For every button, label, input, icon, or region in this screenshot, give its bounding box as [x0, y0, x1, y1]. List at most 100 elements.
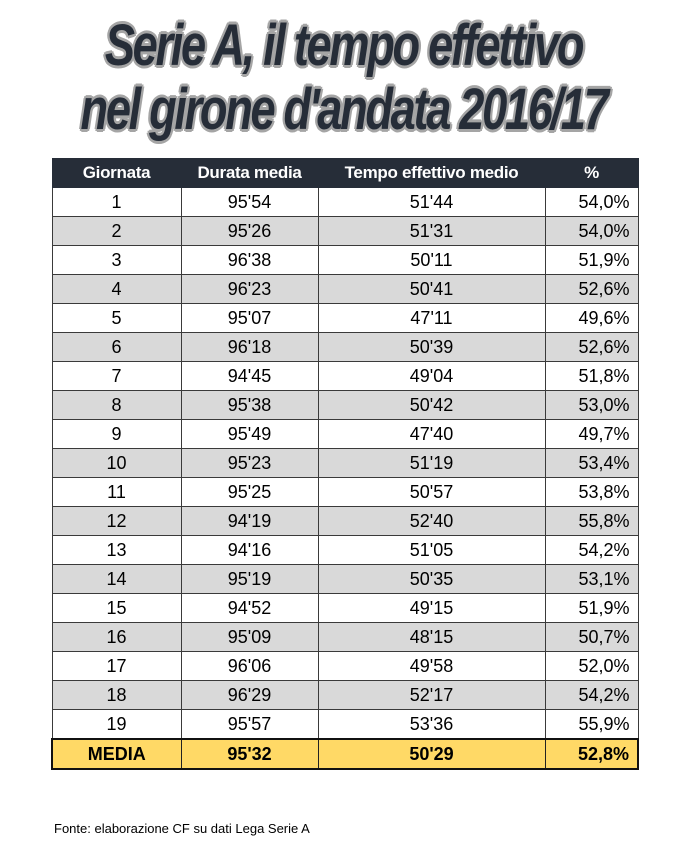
cell-durata: 95'26: [180, 216, 319, 246]
cell-effettivo: 49'15: [317, 593, 546, 623]
cell-effettivo: 51'05: [317, 535, 546, 565]
cell-percent: 54,0%: [544, 187, 639, 217]
cell-durata: 96'06: [180, 651, 319, 681]
cell-giornata: 14: [51, 564, 182, 594]
table-row: 5 95'07 47'11 49,6%: [51, 303, 639, 333]
cell-giornata: 15: [51, 593, 182, 623]
cell-effettivo: 47'11: [317, 303, 546, 333]
total-durata: 95'32: [180, 738, 319, 770]
cell-durata: 94'16: [180, 535, 319, 565]
cell-effettivo: 52'17: [317, 680, 546, 710]
cell-effettivo: 51'19: [317, 448, 546, 478]
header-durata-media: Durata media: [180, 158, 319, 188]
cell-durata: 95'54: [180, 187, 319, 217]
cell-percent: 54,0%: [544, 216, 639, 246]
cell-giornata: 7: [51, 361, 182, 391]
cell-percent: 49,6%: [544, 303, 639, 333]
cell-percent: 53,4%: [544, 448, 639, 478]
cell-percent: 55,9%: [544, 709, 639, 740]
cell-effettivo: 49'04: [317, 361, 546, 391]
table-row: 12 94'19 52'40 55,8%: [51, 506, 639, 536]
cell-effettivo: 49'58: [317, 651, 546, 681]
table-total-row: MEDIA 95'32 50'29 52,8%: [51, 738, 639, 770]
cell-giornata: 11: [51, 477, 182, 507]
cell-giornata: 13: [51, 535, 182, 565]
cell-giornata: 3: [51, 245, 182, 275]
cell-durata: 94'45: [180, 361, 319, 391]
total-percent: 52,8%: [544, 738, 639, 770]
source-note: Fonte: elaborazione CF su dati Lega Seri…: [54, 821, 310, 836]
cell-effettivo: 52'40: [317, 506, 546, 536]
header-tempo-effettivo: Tempo effettivo medio: [317, 158, 546, 188]
cell-effettivo: 50'39: [317, 332, 546, 362]
cell-giornata: 17: [51, 651, 182, 681]
cell-effettivo: 53'36: [317, 709, 546, 740]
cell-effettivo: 50'42: [317, 390, 546, 420]
cell-giornata: 9: [51, 419, 182, 449]
cell-giornata: 8: [51, 390, 182, 420]
cell-percent: 50,7%: [544, 622, 639, 652]
cell-percent: 52,6%: [544, 274, 639, 304]
effective-time-table: Giornata Durata media Tempo effettivo me…: [51, 158, 639, 770]
cell-durata: 95'49: [180, 419, 319, 449]
cell-durata: 95'09: [180, 622, 319, 652]
table-row: 7 94'45 49'04 51,8%: [51, 361, 639, 391]
cell-giornata: 10: [51, 448, 182, 478]
cell-percent: 52,0%: [544, 651, 639, 681]
cell-effettivo: 50'11: [317, 245, 546, 275]
cell-durata: 94'52: [180, 593, 319, 623]
table-row: 8 95'38 50'42 53,0%: [51, 390, 639, 420]
cell-percent: 53,0%: [544, 390, 639, 420]
table-row: 10 95'23 51'19 53,4%: [51, 448, 639, 478]
cell-durata: 95'25: [180, 477, 319, 507]
cell-effettivo: 51'44: [317, 187, 546, 217]
cell-durata: 95'38: [180, 390, 319, 420]
table-row: 4 96'23 50'41 52,6%: [51, 274, 639, 304]
cell-percent: 54,2%: [544, 535, 639, 565]
cell-durata: 95'19: [180, 564, 319, 594]
cell-percent: 51,8%: [544, 361, 639, 391]
table-row: 1 95'54 51'44 54,0%: [51, 187, 639, 217]
cell-percent: 55,8%: [544, 506, 639, 536]
table-row: 13 94'16 51'05 54,2%: [51, 535, 639, 565]
cell-giornata: 2: [51, 216, 182, 246]
title-line-1: Serie A, il tempo effettivo: [104, 13, 585, 78]
cell-giornata: 5: [51, 303, 182, 333]
cell-durata: 94'19: [180, 506, 319, 536]
title-line-2: nel girone d'andata 2016/17: [80, 77, 609, 142]
cell-effettivo: 51'31: [317, 216, 546, 246]
cell-effettivo: 47'40: [317, 419, 546, 449]
table-row: 17 96'06 49'58 52,0%: [51, 651, 639, 681]
cell-giornata: 12: [51, 506, 182, 536]
table-row: 14 95'19 50'35 53,1%: [51, 564, 639, 594]
cell-durata: 96'38: [180, 245, 319, 275]
cell-percent: 53,1%: [544, 564, 639, 594]
table-row: 19 95'57 53'36 55,9%: [51, 709, 639, 740]
cell-effettivo: 50'57: [317, 477, 546, 507]
cell-percent: 54,2%: [544, 680, 639, 710]
table-row: 15 94'52 49'15 51,9%: [51, 593, 639, 623]
header-giornata: Giornata: [51, 158, 182, 188]
page-title: Serie A, il tempo effettivo nel girone d…: [76, 14, 612, 142]
cell-percent: 51,9%: [544, 245, 639, 275]
table-row: 2 95'26 51'31 54,0%: [51, 216, 639, 246]
cell-durata: 96'23: [180, 274, 319, 304]
cell-durata: 95'23: [180, 448, 319, 478]
cell-durata: 96'18: [180, 332, 319, 362]
cell-giornata: 19: [51, 709, 182, 740]
cell-giornata: 1: [51, 187, 182, 217]
table-row: 16 95'09 48'15 50,7%: [51, 622, 639, 652]
table-row: 9 95'49 47'40 49,7%: [51, 419, 639, 449]
cell-durata: 95'07: [180, 303, 319, 333]
total-label: MEDIA: [51, 738, 182, 770]
table-row: 6 96'18 50'39 52,6%: [51, 332, 639, 362]
header-percent: %: [544, 158, 639, 188]
cell-giornata: 6: [51, 332, 182, 362]
cell-giornata: 4: [51, 274, 182, 304]
cell-giornata: 18: [51, 680, 182, 710]
cell-percent: 53,8%: [544, 477, 639, 507]
cell-percent: 51,9%: [544, 593, 639, 623]
table-header-row: Giornata Durata media Tempo effettivo me…: [51, 158, 639, 188]
table-row: 18 96'29 52'17 54,2%: [51, 680, 639, 710]
cell-giornata: 16: [51, 622, 182, 652]
